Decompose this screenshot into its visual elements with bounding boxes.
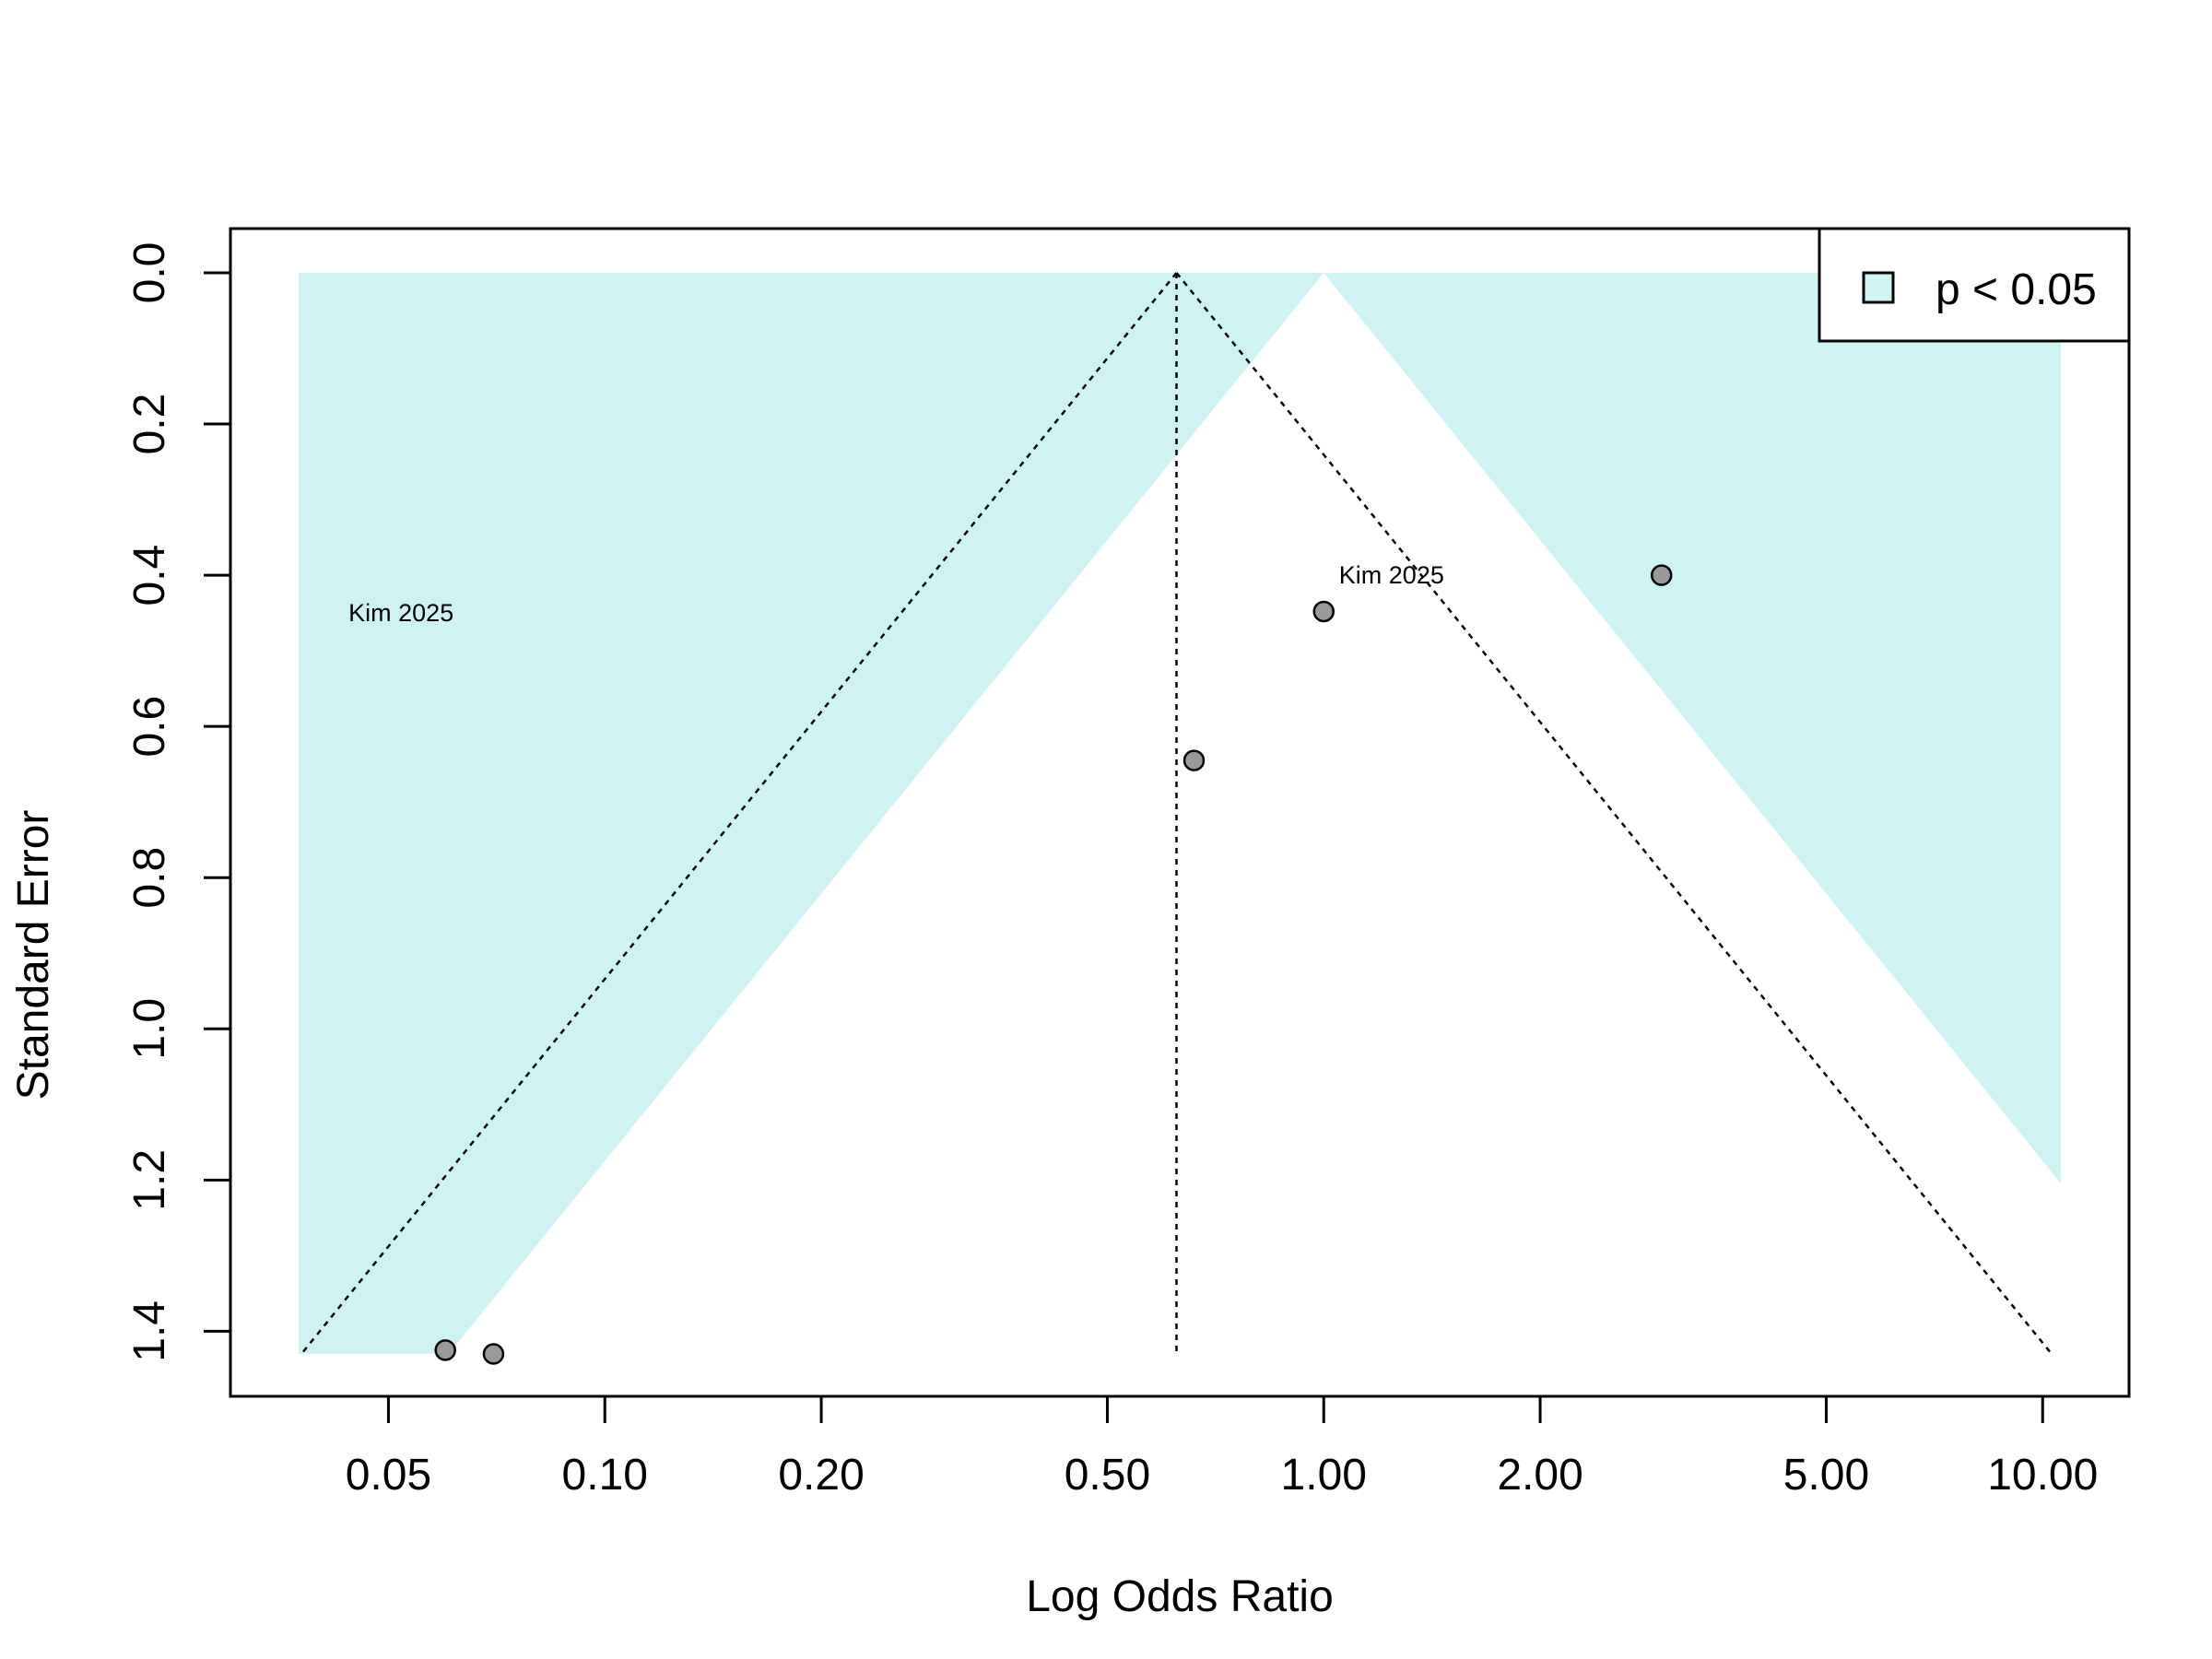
legend: p < 0.05 (1818, 227, 2131, 343)
study-point-4 (1312, 600, 1335, 623)
x-tick-label: 5.00 (1783, 1451, 1869, 1500)
y-tick-label: 0.0 (125, 242, 174, 304)
point-annotation-1: Kim 2025 (348, 599, 453, 627)
legend-swatch (1862, 271, 1895, 304)
y-tick-label: 1.0 (125, 998, 174, 1060)
significance-region-right (1324, 273, 2061, 1184)
legend-entry: p < 0.05 (1936, 265, 2097, 314)
x-tick-label: 0.50 (1065, 1451, 1150, 1500)
study-point-2 (482, 1343, 505, 1365)
x-axis: 0.05 0.10 0.20 0.50 1.00 2.00 5.00 10.00 (346, 1394, 2098, 1500)
y-tick-label: 0.4 (125, 545, 174, 606)
y-tick-label: 0.6 (125, 696, 174, 758)
x-tick-label: 1.00 (1281, 1451, 1367, 1500)
y-axis: 0.0 0.2 0.4 0.6 0.8 1.0 1.2 1.4 (125, 242, 232, 1362)
y-tick-label: 0.8 (125, 847, 174, 909)
study-point-1 (434, 1339, 456, 1361)
y-axis-title: Standard Error (9, 810, 58, 1100)
point-annotations: Kim 2025 Kim 2025 (348, 561, 1444, 627)
x-tick-label: 0.20 (778, 1451, 864, 1500)
y-tick-label: 0.2 (125, 394, 174, 455)
significance-region-left (299, 273, 1324, 1354)
significance-region (299, 273, 2061, 1354)
x-axis-title: Log Odds Ratio (1026, 1572, 1334, 1621)
x-tick-label: 0.10 (562, 1451, 648, 1500)
x-tick-label: 2.00 (1497, 1451, 1583, 1500)
point-annotation-2: Kim 2025 (1339, 561, 1444, 589)
legend-box (1818, 227, 2131, 343)
y-tick-label: 1.2 (125, 1149, 174, 1211)
study-point-5 (1650, 564, 1673, 586)
x-tick-label: 10.00 (1987, 1451, 2098, 1500)
x-tick-label: 0.05 (346, 1451, 431, 1500)
study-points (434, 564, 1673, 1365)
study-point-3 (1182, 749, 1206, 771)
y-tick-label: 1.4 (125, 1300, 174, 1362)
funnel-lines (300, 272, 2053, 1355)
